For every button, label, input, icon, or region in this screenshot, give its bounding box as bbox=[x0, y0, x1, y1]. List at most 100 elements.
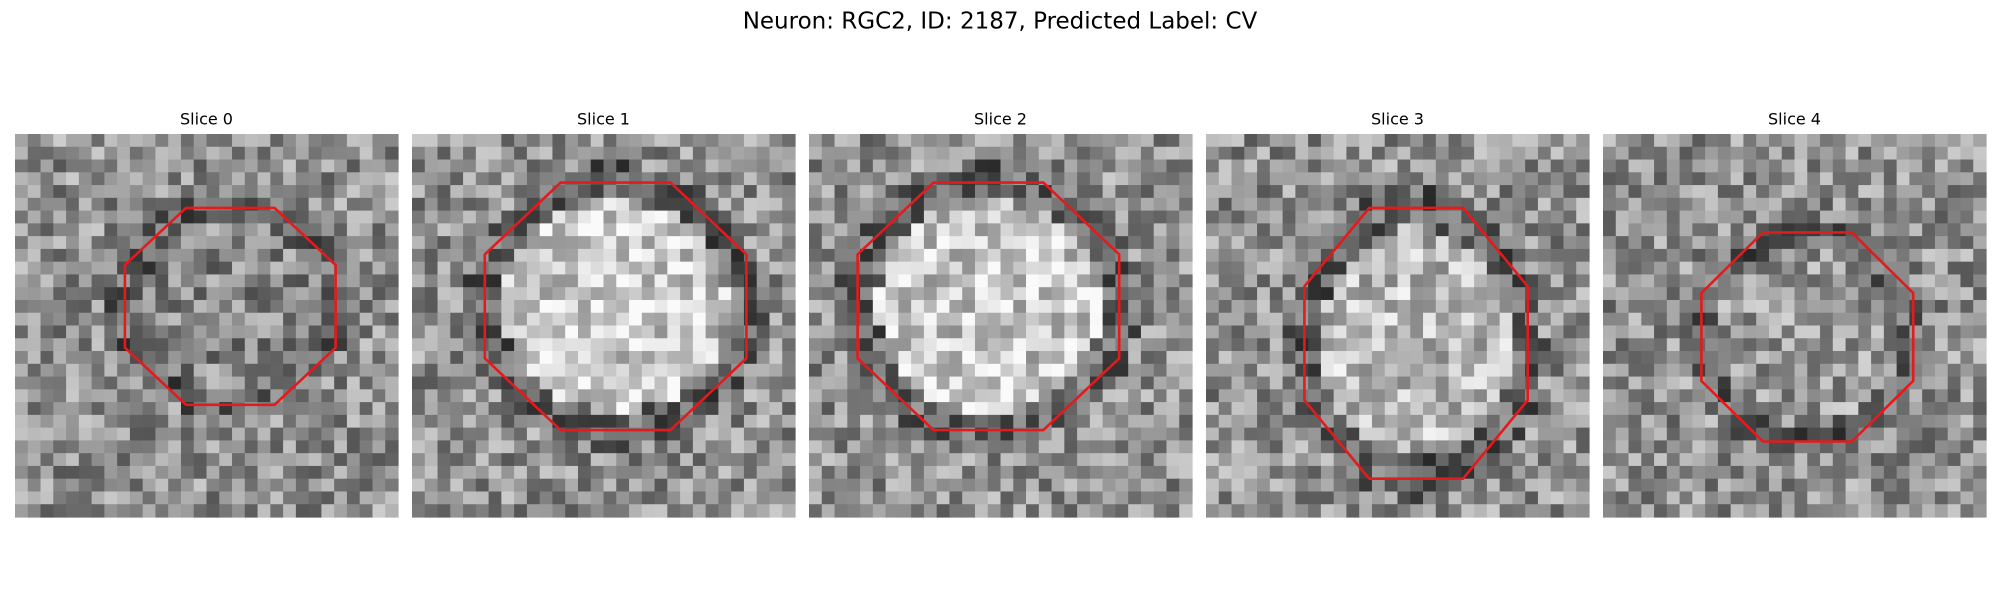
pixel bbox=[1102, 363, 1116, 378]
pixel bbox=[1435, 172, 1450, 186]
pixel bbox=[1397, 325, 1411, 339]
pixel bbox=[15, 236, 29, 250]
pixel bbox=[219, 185, 233, 199]
pixel bbox=[885, 134, 899, 148]
pixel bbox=[1077, 274, 1091, 288]
pixel bbox=[809, 261, 823, 276]
pixel bbox=[283, 491, 297, 505]
pixel bbox=[1423, 440, 1437, 454]
pixel bbox=[1089, 376, 1104, 390]
pixel bbox=[359, 287, 374, 301]
pixel bbox=[552, 287, 566, 301]
pixel bbox=[78, 338, 93, 352]
pixel bbox=[1666, 491, 1681, 505]
pixel bbox=[603, 312, 617, 327]
pixel bbox=[219, 376, 233, 390]
pixel bbox=[1768, 312, 1783, 327]
pixel bbox=[1871, 159, 1885, 173]
pixel bbox=[1410, 325, 1424, 339]
pixel bbox=[437, 274, 451, 288]
pixel bbox=[1794, 312, 1808, 327]
pixel bbox=[295, 146, 310, 161]
pixel bbox=[1128, 312, 1142, 327]
pixel bbox=[1641, 351, 1655, 365]
pixel bbox=[1563, 504, 1577, 518]
pixel bbox=[1679, 197, 1693, 212]
pixel bbox=[450, 453, 464, 467]
pixel bbox=[641, 312, 656, 327]
pixel bbox=[629, 504, 643, 518]
pixel bbox=[1845, 274, 1859, 288]
pixel bbox=[450, 210, 464, 224]
pixel bbox=[78, 134, 93, 148]
pixel bbox=[692, 504, 707, 518]
pixel bbox=[1320, 351, 1335, 365]
pixel bbox=[1858, 402, 1872, 416]
pixel bbox=[475, 338, 490, 352]
pixel bbox=[334, 312, 348, 327]
pixel bbox=[1512, 389, 1526, 403]
pixel bbox=[949, 440, 963, 454]
pixel bbox=[552, 299, 566, 314]
pixel bbox=[142, 504, 157, 518]
pixel bbox=[270, 325, 284, 339]
pixel bbox=[756, 146, 771, 161]
pixel bbox=[834, 185, 848, 199]
pixel bbox=[53, 299, 67, 314]
pixel bbox=[1563, 197, 1577, 212]
pixel bbox=[129, 146, 144, 161]
pixel bbox=[718, 325, 732, 339]
pixel bbox=[692, 261, 707, 276]
pixel bbox=[1179, 427, 1193, 441]
pixel bbox=[769, 210, 783, 224]
pixel bbox=[1537, 299, 1552, 314]
pixel bbox=[1153, 223, 1168, 237]
pixel bbox=[809, 185, 823, 199]
pixel bbox=[1461, 402, 1475, 416]
pixel bbox=[1423, 363, 1437, 378]
pixel bbox=[488, 440, 502, 454]
pixel bbox=[1461, 210, 1475, 224]
pixel bbox=[1832, 504, 1847, 518]
pixel bbox=[769, 363, 783, 378]
pixel bbox=[911, 146, 925, 161]
pixel bbox=[1102, 159, 1116, 173]
pixel bbox=[66, 453, 80, 467]
pixel bbox=[898, 172, 912, 186]
pixel bbox=[1679, 274, 1693, 288]
pixel bbox=[756, 210, 771, 224]
pixel bbox=[1537, 248, 1552, 263]
pixel bbox=[1576, 248, 1590, 263]
pixel bbox=[692, 414, 707, 429]
pixel bbox=[359, 210, 374, 224]
pixel bbox=[1756, 185, 1770, 199]
pixel bbox=[1909, 363, 1923, 378]
pixel bbox=[1089, 325, 1104, 339]
pixel bbox=[962, 185, 976, 199]
pixel bbox=[1206, 478, 1220, 493]
pixel bbox=[1973, 210, 1987, 224]
pixel bbox=[270, 478, 284, 493]
pixel bbox=[66, 248, 80, 263]
pixel bbox=[1603, 274, 1617, 288]
pixel bbox=[180, 223, 195, 237]
pixel bbox=[15, 453, 29, 467]
pixel bbox=[949, 248, 963, 263]
pixel bbox=[1371, 287, 1386, 301]
pixel bbox=[1883, 376, 1898, 390]
pixel bbox=[1603, 223, 1617, 237]
pixel bbox=[923, 491, 938, 505]
pixel bbox=[1038, 440, 1053, 454]
pixel bbox=[1461, 312, 1475, 327]
pixel bbox=[1077, 504, 1091, 518]
pixel bbox=[1206, 351, 1220, 365]
pixel bbox=[923, 351, 938, 365]
pixel bbox=[1384, 389, 1399, 403]
pixel bbox=[565, 159, 579, 173]
pixel bbox=[1397, 172, 1411, 186]
pixel bbox=[168, 338, 182, 352]
pixel bbox=[53, 287, 67, 301]
pixel bbox=[1705, 287, 1719, 301]
pixel bbox=[308, 363, 322, 378]
pixel bbox=[1973, 261, 1987, 276]
